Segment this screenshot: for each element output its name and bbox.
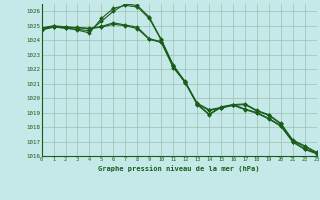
X-axis label: Graphe pression niveau de la mer (hPa): Graphe pression niveau de la mer (hPa) [99,165,260,172]
